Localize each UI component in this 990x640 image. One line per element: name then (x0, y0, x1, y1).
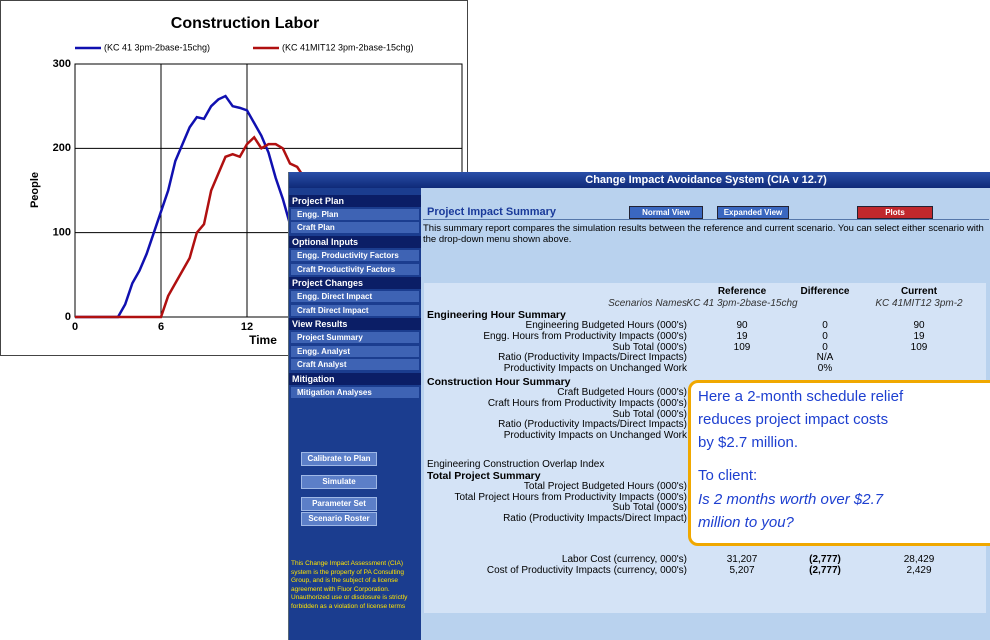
nav-section: Optional Inputs (289, 236, 421, 249)
nav-item[interactable]: Craft Productivity Factors (291, 263, 419, 275)
row-label: Sub Total (000's) (612, 408, 687, 420)
cell-value: 5,207 (729, 564, 755, 576)
y-tick-label: 300 (53, 58, 71, 70)
nav-item[interactable]: Engg. Productivity Factors (291, 249, 419, 261)
nav-item[interactable]: Craft Plan (291, 222, 419, 234)
window-title: Change Impact Avoidance System (CIA v 12… (585, 174, 827, 186)
cell-value: 109 (733, 341, 751, 353)
footer-note: This Change Impact Assessment (CIA) syst… (291, 560, 408, 610)
side-button[interactable]: Parameter Set (301, 497, 377, 511)
nav-item[interactable]: Project Summary (291, 332, 419, 343)
cell-value: N/A (816, 352, 834, 364)
cell-value: 90 (736, 320, 748, 331)
view-button[interactable]: Expanded View (717, 206, 789, 219)
row-label: Sub Total (000's) (612, 502, 687, 514)
cell-value: 31,207 (726, 554, 758, 565)
nav-section: Mitigation (289, 373, 421, 386)
callout (688, 380, 990, 546)
row-label: Craft Budgeted Hours (000's) (557, 387, 687, 398)
section-title: Engineering Hour Summary (427, 309, 566, 321)
cell-value: 0 (822, 330, 828, 342)
side-button[interactable]: Calibrate to Plan (301, 452, 377, 466)
row-label: Total Project Budgeted Hours (000's) (523, 480, 687, 492)
cell-value: 19 (913, 330, 925, 342)
sidebar: Project Plan Engg. Plan Craft Plan Optional… (289, 188, 421, 640)
nav-item[interactable]: Mitigation Analyses (291, 386, 419, 398)
nav-section: Project Changes (289, 277, 421, 290)
row-label: Ratio (Productivity Impacts/Direct Impac… (503, 513, 687, 525)
row-label: Ratio (Productivity Impacts/Direct Impac… (498, 419, 687, 431)
cell-value: 0 (822, 341, 828, 353)
column-header: Difference (800, 286, 850, 297)
nav-item[interactable]: Craft Analyst (291, 359, 419, 371)
x-tick-label: 0 (72, 321, 78, 333)
cell-value: 0 (822, 320, 828, 331)
cell-value: 90 (913, 320, 925, 331)
cell-value: 109 (910, 341, 928, 353)
view-button[interactable]: Plots (857, 206, 933, 219)
column-header: Current (900, 286, 938, 297)
row-label: Engineering Budgeted Hours (000's) (525, 320, 687, 331)
heading: Project Impact Summary (427, 206, 556, 218)
description: This summary report compares the simulat… (423, 223, 984, 245)
y-tick-label: 200 (53, 142, 71, 154)
column-header: Reference (717, 286, 767, 297)
chart-title: Construction Labor (171, 15, 319, 32)
cell-value: (2,777) (809, 554, 841, 565)
nav-item[interactable]: Engg. Analyst (291, 345, 419, 357)
nav-section: View Results (289, 318, 421, 331)
row-label: Total Project Hours from Productivity Im… (454, 491, 687, 503)
x-tick-label: 12 (241, 321, 253, 333)
nav-section: Project Plan (289, 195, 421, 207)
cell-value: KC 41 3pm-2base-15chg (686, 298, 798, 309)
side-button[interactable]: Scenario Roster (301, 512, 377, 526)
row-label: Productivity Impacts on Unchanged Work (503, 363, 687, 375)
callout-text: million to you? (698, 514, 794, 531)
callout-text: by $2.7 million. (698, 434, 799, 451)
x-axis-label: Time (249, 333, 277, 347)
cell-value: 28,429 (903, 554, 935, 565)
section-title: Construction Hour Summary (427, 376, 571, 388)
x-tick-label: 6 (158, 321, 164, 333)
row-label: Labor Cost (currency, 000's) (561, 554, 687, 565)
cell-value: 0% (817, 363, 833, 375)
callout-text: Is 2 months worth over $2.7 (698, 491, 884, 508)
y-tick-label: 0 (65, 311, 71, 323)
series-line (75, 135, 306, 319)
row-label: Engineering Construction Overlap Index (427, 459, 605, 470)
view-button[interactable]: Normal View (629, 206, 703, 219)
row-label: Engg. Hours from Productivity Impacts (0… (483, 330, 687, 342)
y-tick-label: 100 (53, 227, 71, 239)
row-label: Ratio (Productivity Impacts/Direct Impac… (498, 352, 687, 364)
y-axis-label: People (29, 172, 41, 208)
side-button[interactable]: Simulate (301, 475, 377, 489)
nav-item[interactable]: Craft Direct Impact (291, 304, 419, 316)
row-label: Scenarios Names (608, 298, 687, 309)
cell-value: KC 41MIT12 3pm-2 (875, 298, 963, 309)
nav-item[interactable]: Engg. Plan (291, 208, 419, 220)
cell-value: 19 (736, 330, 748, 342)
section-title: Total Project Summary (427, 469, 541, 482)
nav-item[interactable]: Engg. Direct Impact (291, 290, 419, 302)
row-label: Sub Total (000's) (612, 341, 687, 353)
callout-text: To client: (698, 467, 758, 484)
legend-label: (KC 41 3pm-2base-15chg) (104, 42, 210, 52)
callout-text: reduces project impact costs (698, 411, 889, 428)
row-label: Productivity Impacts on Unchanged Work (503, 430, 687, 442)
cell-value: (2,777) (809, 564, 841, 576)
row-label: Cost of Productivity Impacts (currency, … (486, 564, 687, 576)
cell-value: 2,429 (906, 564, 932, 576)
legend-label: (KC 41MIT12 3pm-2base-15chg) (282, 42, 414, 52)
row-label: Craft Hours from Productivity Impacts (0… (487, 397, 687, 409)
callout-text: Here a 2-month schedule relief (698, 388, 904, 405)
